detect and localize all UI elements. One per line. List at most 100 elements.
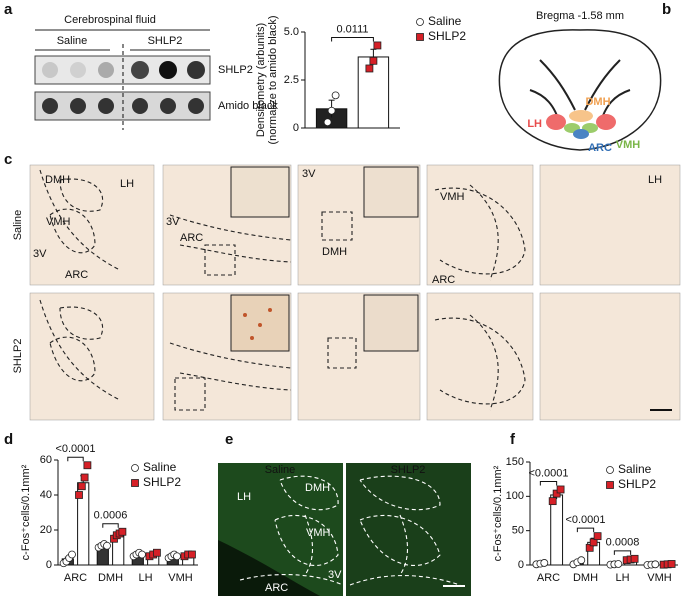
y-tick-label: 2.5 bbox=[284, 74, 299, 86]
region-label: ARC bbox=[432, 274, 455, 286]
data-point bbox=[556, 485, 565, 494]
data-point bbox=[103, 541, 111, 550]
legend-label: Saline bbox=[143, 460, 177, 474]
legend-marker bbox=[131, 479, 139, 487]
x-tick-label: VMH bbox=[168, 572, 193, 584]
panel-label: b bbox=[662, 1, 671, 18]
row-label: Amido black bbox=[218, 100, 278, 112]
y-tick-label: 0 bbox=[293, 122, 299, 134]
data-point bbox=[667, 560, 676, 568]
y-axis-label: (normalize to amido black) bbox=[267, 16, 279, 145]
data-point bbox=[188, 550, 196, 559]
data-point bbox=[614, 560, 623, 568]
region-label: VMH bbox=[440, 191, 465, 203]
blot-header: Cerebrospinal fluid bbox=[64, 14, 156, 26]
panel-label: c bbox=[4, 151, 12, 168]
data-point bbox=[77, 482, 86, 491]
data-point bbox=[540, 559, 549, 567]
y-tick-label: 0 bbox=[518, 559, 524, 571]
data-point bbox=[365, 64, 374, 73]
data-point bbox=[323, 118, 332, 127]
region-label: DMH bbox=[322, 246, 347, 258]
panel-label: a bbox=[4, 1, 13, 18]
data-point bbox=[153, 548, 161, 557]
group-label: SHLP2 bbox=[148, 35, 183, 47]
legend-label: SHLP2 bbox=[143, 475, 181, 489]
brain-outline bbox=[498, 29, 662, 151]
data-point bbox=[651, 560, 660, 569]
panel-label: f bbox=[510, 431, 516, 448]
y-tick-label: 60 bbox=[40, 454, 52, 466]
region-dmh bbox=[569, 110, 593, 122]
data-point bbox=[83, 461, 92, 470]
region-label: VMH bbox=[306, 527, 331, 539]
y-tick-label: 0 bbox=[46, 559, 52, 571]
region-label: LH bbox=[527, 118, 542, 130]
data-point bbox=[589, 538, 598, 547]
brain-title: Bregma -1.58 mm bbox=[536, 10, 624, 22]
legend-marker bbox=[606, 466, 614, 474]
legend-marker bbox=[131, 464, 139, 472]
panel-label: d bbox=[4, 431, 13, 448]
p-value: 0.0006 bbox=[94, 510, 128, 522]
region-label: 3V bbox=[328, 569, 342, 581]
region-label: ARC bbox=[588, 142, 612, 154]
x-tick-label: DMH bbox=[98, 572, 123, 584]
data-point bbox=[80, 473, 89, 482]
y-tick-label: 5.0 bbox=[284, 26, 299, 38]
region-label: DMH bbox=[45, 174, 70, 186]
legend-marker bbox=[606, 481, 614, 489]
significance-bracket bbox=[576, 527, 595, 533]
data-point bbox=[369, 56, 378, 65]
group-label: Saline bbox=[57, 35, 88, 47]
p-value: <0.0001 bbox=[55, 443, 95, 455]
y-axis-label: c-Fos⁺cells/0.1mm² bbox=[492, 465, 504, 561]
data-point bbox=[552, 489, 561, 498]
y-axis-label: c-Fos⁺cells/0.1mm² bbox=[20, 464, 32, 560]
p-value: <0.0001 bbox=[565, 514, 605, 526]
data-point bbox=[548, 497, 557, 506]
data-point bbox=[577, 556, 586, 565]
row-label: SHLP2 bbox=[12, 339, 24, 374]
bar bbox=[550, 494, 564, 566]
region-label: VMH bbox=[616, 139, 641, 151]
x-tick-label: DMH bbox=[573, 572, 598, 584]
brain-structure bbox=[529, 59, 631, 126]
y-tick-label: 100 bbox=[506, 490, 524, 502]
significance-bracket bbox=[102, 523, 119, 528]
x-tick-label: VMH bbox=[647, 572, 672, 584]
region-lh bbox=[596, 114, 616, 130]
x-tick-label: LH bbox=[138, 572, 152, 584]
region-label: ARC bbox=[180, 232, 203, 244]
y-axis-label: Densitometry (arbunits) bbox=[255, 23, 267, 137]
region-label: LH bbox=[120, 178, 134, 190]
region-label: 3V bbox=[33, 248, 47, 260]
row-label: SHLP2 bbox=[218, 64, 253, 76]
bar bbox=[357, 56, 390, 129]
significance-bracket bbox=[331, 36, 374, 42]
significance-bracket bbox=[539, 480, 558, 486]
y-tick-label: 20 bbox=[40, 524, 52, 536]
data-point bbox=[327, 106, 336, 115]
data-point bbox=[68, 550, 76, 559]
region-label: ARC bbox=[65, 269, 88, 281]
data-point bbox=[173, 552, 181, 561]
region-lh bbox=[546, 114, 566, 130]
data-point bbox=[630, 554, 639, 563]
region-label: VMH bbox=[46, 216, 71, 228]
data-point bbox=[118, 527, 127, 536]
fluorescence-images bbox=[218, 463, 471, 596]
region-label: ARC bbox=[265, 582, 288, 594]
legend-marker bbox=[416, 18, 424, 26]
region-label: DMH bbox=[305, 482, 330, 494]
group-label: Saline bbox=[265, 464, 296, 476]
region-label: 3V bbox=[302, 168, 316, 180]
blot-dots bbox=[42, 61, 205, 114]
region-label: 3V bbox=[166, 216, 180, 228]
y-tick-label: 150 bbox=[506, 456, 524, 468]
y-tick-label: 40 bbox=[40, 489, 52, 501]
legend-label: Saline bbox=[428, 14, 462, 28]
panel-label: e bbox=[225, 431, 233, 448]
